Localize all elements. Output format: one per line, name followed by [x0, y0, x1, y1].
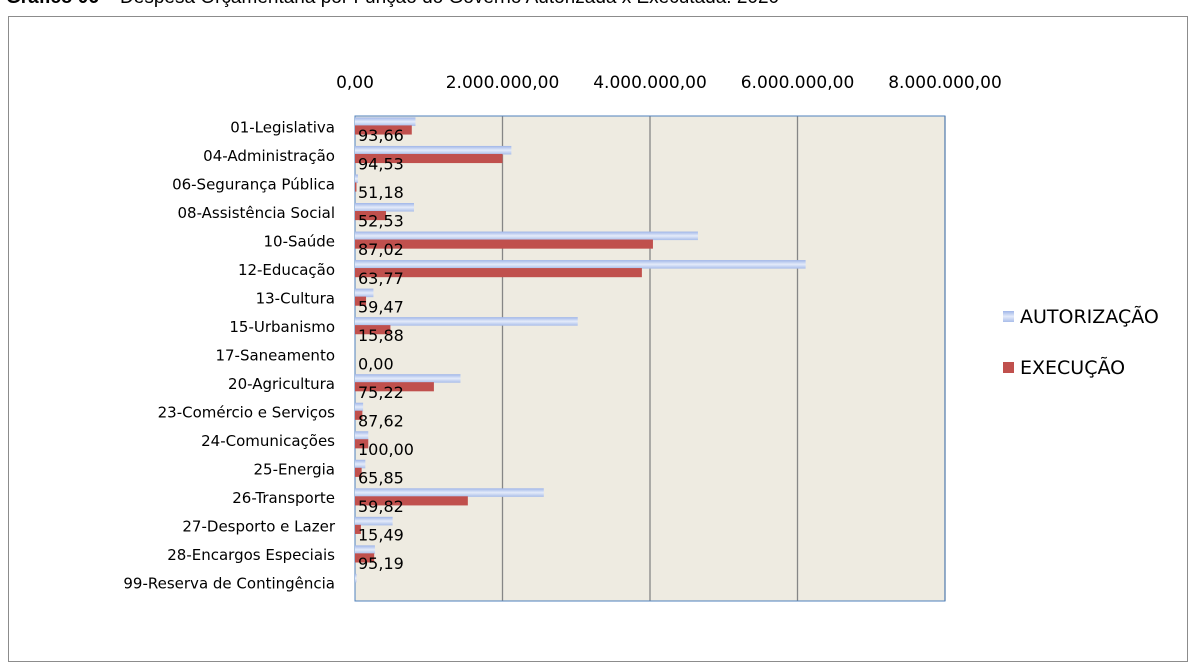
data-label: 59,82 [358, 497, 404, 516]
category-label: 27-Desporto e Lazer [182, 518, 335, 536]
data-label: 59,47 [358, 297, 404, 316]
data-label: 100,00 [358, 440, 414, 459]
bar-execucao [355, 211, 386, 221]
category-label: 20-Agricultura [228, 375, 335, 393]
bar-autorizacao [355, 145, 512, 155]
category-label: 23-Comércio e Serviços [158, 404, 336, 422]
x-tick-label: 6.000.000,00 [741, 73, 855, 93]
category-label: 17-Saneamento [215, 347, 335, 365]
bar-execucao [355, 496, 468, 506]
bar-autorizacao [355, 317, 578, 326]
chart-title: Gráfico 06 – Despesa Orçamentária por Fu… [6, 0, 779, 9]
bar-autorizacao [355, 260, 806, 269]
bar-autorizacao [355, 174, 358, 184]
bar-autorizacao [355, 516, 393, 526]
bar-execucao [355, 239, 653, 249]
data-label: 94,53 [358, 155, 404, 174]
legend-label: AUTORIZAÇÃO [1020, 305, 1159, 328]
category-label: 13-Cultura [256, 289, 335, 307]
x-tick-label: 0,00 [336, 73, 374, 93]
data-label: 0,00 [358, 354, 394, 373]
category-label: 25-Energia [254, 461, 336, 479]
bar-autorizacao [355, 231, 698, 241]
data-label: 63,77 [358, 269, 404, 288]
bar-autorizacao [355, 573, 357, 583]
legend-label: EXECUÇÃO [1020, 356, 1125, 379]
data-label: 51,18 [358, 183, 404, 202]
data-label: 93,66 [358, 126, 404, 145]
category-label: 08-Assistência Social [177, 204, 335, 222]
bar-execucao [355, 467, 362, 477]
category-label: 04-Administração [203, 147, 335, 165]
category-label: 28-Encargos Especiais [167, 546, 335, 564]
category-label: 06-Segurança Pública [172, 175, 335, 193]
bar-autorizacao [355, 488, 544, 497]
data-label: 15,88 [358, 326, 404, 345]
chart-frame [8, 16, 1188, 662]
bar-execucao [355, 524, 361, 534]
plot-border [354, 115, 946, 602]
chart-title-text: – Despesa Orçamentária por Função do Gov… [99, 0, 779, 8]
bar-autorizacao [355, 288, 374, 298]
bar-execucao [355, 382, 434, 392]
legend-swatch [1003, 362, 1014, 373]
data-label: 95,19 [358, 554, 404, 573]
bar-execucao [355, 553, 375, 563]
data-label: 75,22 [358, 383, 404, 402]
bar-execucao [355, 439, 369, 449]
category-label: 12-Educação [238, 261, 335, 279]
bar-autorizacao [355, 431, 369, 440]
bar-execucao [355, 296, 367, 306]
category-label: 24-Comunicações [201, 432, 335, 450]
data-label: 87,02 [358, 240, 404, 259]
x-tick-label: 8.000.000,00 [888, 73, 1002, 93]
x-tick-label: 4.000.000,00 [593, 73, 707, 93]
bar-autorizacao [355, 545, 375, 554]
data-label: 65,85 [358, 468, 404, 487]
chart-title-prefix: Gráfico 06 [6, 0, 99, 8]
bar-autorizacao [355, 459, 366, 469]
bar-autorizacao [355, 374, 461, 383]
bar-execucao [355, 268, 642, 278]
x-tick-label: 2.000.000,00 [446, 73, 560, 93]
bar-autorizacao [355, 203, 414, 212]
category-label: 99-Reserva de Contingência [123, 575, 335, 593]
bar-execucao [355, 153, 503, 164]
category-label: 15-Urbanismo [229, 318, 335, 336]
category-label: 10-Saúde [264, 232, 335, 250]
bar-autorizacao [355, 117, 416, 126]
bar-execucao [355, 410, 363, 420]
bar-execucao [355, 125, 412, 135]
bar-execucao [355, 182, 357, 192]
category-label: 01-Legislativa [230, 118, 335, 136]
bar-execucao [355, 325, 391, 335]
data-label: 15,49 [358, 526, 404, 545]
legend-swatch [1003, 311, 1014, 322]
data-label: 52,53 [358, 212, 404, 231]
category-label: 26-Transporte [232, 489, 335, 507]
data-label: 87,62 [358, 411, 404, 430]
bar-autorizacao [355, 402, 364, 412]
